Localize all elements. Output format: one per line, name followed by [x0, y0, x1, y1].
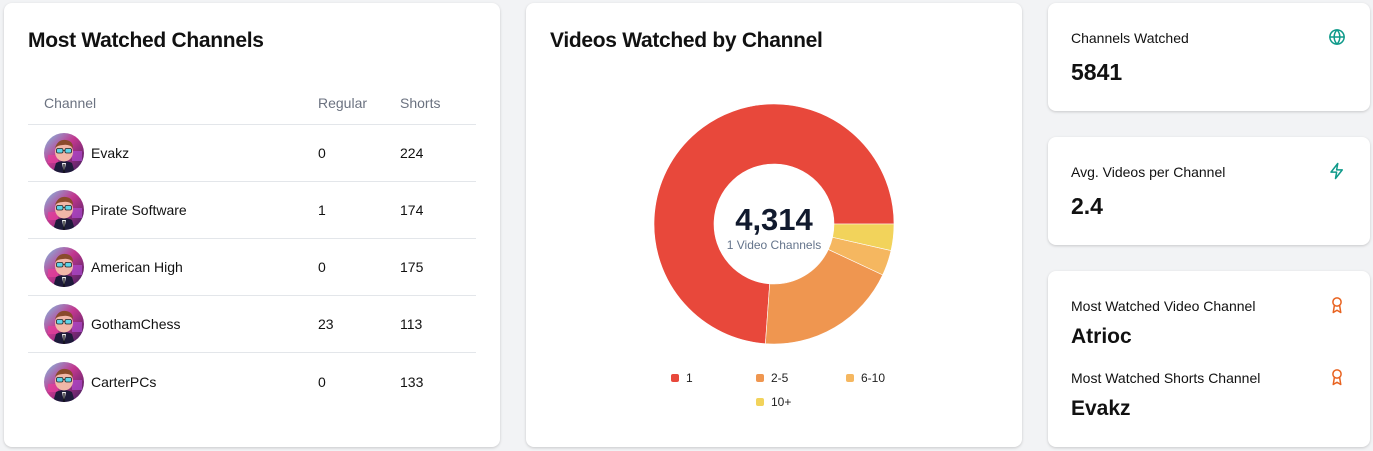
channel-cell: GothamChess: [28, 304, 318, 344]
shorts-count: 224: [400, 145, 424, 161]
donut-segment-10-plus[interactable]: [832, 223, 894, 251]
donut-segment-1[interactable]: [654, 104, 894, 344]
regular-count: 0: [318, 259, 326, 275]
regular-count: 0: [318, 145, 326, 161]
legend-label: 10+: [771, 395, 792, 409]
legend-swatch: [756, 398, 764, 406]
channels-table: Channel Regular Shorts Evakz 0 224 Pirate S…: [28, 81, 476, 410]
most-watched-card: Most Watched Video Channel Atrioc Most W…: [1048, 271, 1370, 447]
stat-value: 5841: [1071, 59, 1123, 85]
legend-label: 6-10: [861, 371, 886, 385]
table-header: Channel Regular Shorts: [28, 81, 476, 125]
donut-center-label: 1 Video Channels: [726, 238, 822, 252]
column-header-regular: Regular: [318, 94, 368, 111]
table-row[interactable]: CarterPCs 0 133: [28, 353, 476, 410]
most-watched-channels-card: Most Watched Channels Channel Regular Sh…: [4, 3, 500, 447]
shorts-count: 175: [400, 259, 424, 275]
regular-count: 0: [318, 373, 326, 390]
legend-swatch: [846, 374, 854, 382]
regular-count: 1: [318, 202, 326, 218]
shorts-count: 133: [400, 373, 424, 390]
donut-chart: [654, 104, 894, 344]
legend-swatch: [671, 374, 679, 382]
table-row[interactable]: GothamChess 23 113: [28, 296, 476, 353]
donut-center: 4,314 1 Video Channels: [700, 202, 848, 253]
channel-name[interactable]: CarterPCs: [91, 373, 157, 390]
table-row[interactable]: Evakz 0 224: [28, 125, 476, 182]
videos-by-channel-card: Videos Watched by Channel 4,314 1 Video …: [526, 3, 1022, 447]
column-header-shorts: Shorts: [400, 94, 441, 111]
avatar: [44, 361, 84, 402]
avatar: [44, 247, 84, 287]
card-title: Videos Watched by Channel: [550, 29, 823, 52]
channel-cell: CarterPCs: [28, 361, 318, 402]
channel-cell: Pirate Software: [28, 190, 318, 230]
avatar: [44, 304, 84, 344]
legend-item-1[interactable]: 1: [671, 371, 693, 385]
award-icon: [1332, 297, 1342, 314]
shorts-count: 113: [400, 316, 423, 332]
channel-cell: American High: [28, 247, 318, 287]
globe-icon: [1329, 29, 1345, 45]
channel-name[interactable]: Pirate Software: [91, 202, 187, 218]
stat-value: Atrioc: [1071, 325, 1132, 348]
channel-name[interactable]: Evakz: [91, 145, 130, 161]
stat-label: Channels Watched: [1071, 30, 1189, 46]
award-icon: [1332, 369, 1342, 386]
avg-videos-card: Avg. Videos per Channel 2.4: [1048, 137, 1370, 245]
channels-watched-card: Channels Watched 5841: [1048, 3, 1370, 111]
legend-swatch: [756, 374, 764, 382]
regular-count: 23: [318, 316, 334, 332]
stat-label: Most Watched Shorts Channel: [1071, 370, 1261, 386]
legend-label: 2-5: [771, 371, 789, 385]
legend-item-6-10[interactable]: 6-10: [846, 371, 885, 385]
avatar: [44, 133, 84, 173]
stat-label: Most Watched Video Channel: [1071, 298, 1256, 314]
table-row[interactable]: Pirate Software 1 174: [28, 182, 476, 239]
column-header-channel: Channel: [44, 94, 97, 111]
stat-label: Avg. Videos per Channel: [1071, 164, 1226, 180]
stat-value: 2.4: [1071, 193, 1103, 219]
legend-label: 1: [686, 371, 693, 385]
avatar: [44, 190, 84, 230]
channel-cell: Evakz: [28, 133, 318, 173]
card-title: Most Watched Channels: [28, 29, 264, 52]
donut-center-value: 4,314: [735, 202, 813, 237]
stat-value: Evakz: [1071, 397, 1131, 420]
table-row[interactable]: American High 0 175: [28, 239, 476, 296]
legend-item-2-5[interactable]: 2-5: [756, 371, 788, 385]
legend-item-10-plus[interactable]: 10+: [756, 395, 791, 409]
channel-name[interactable]: GothamChess: [91, 316, 181, 332]
channel-name[interactable]: American High: [91, 259, 183, 275]
shorts-count: 174: [400, 202, 424, 218]
lightning-icon: [1330, 162, 1343, 180]
